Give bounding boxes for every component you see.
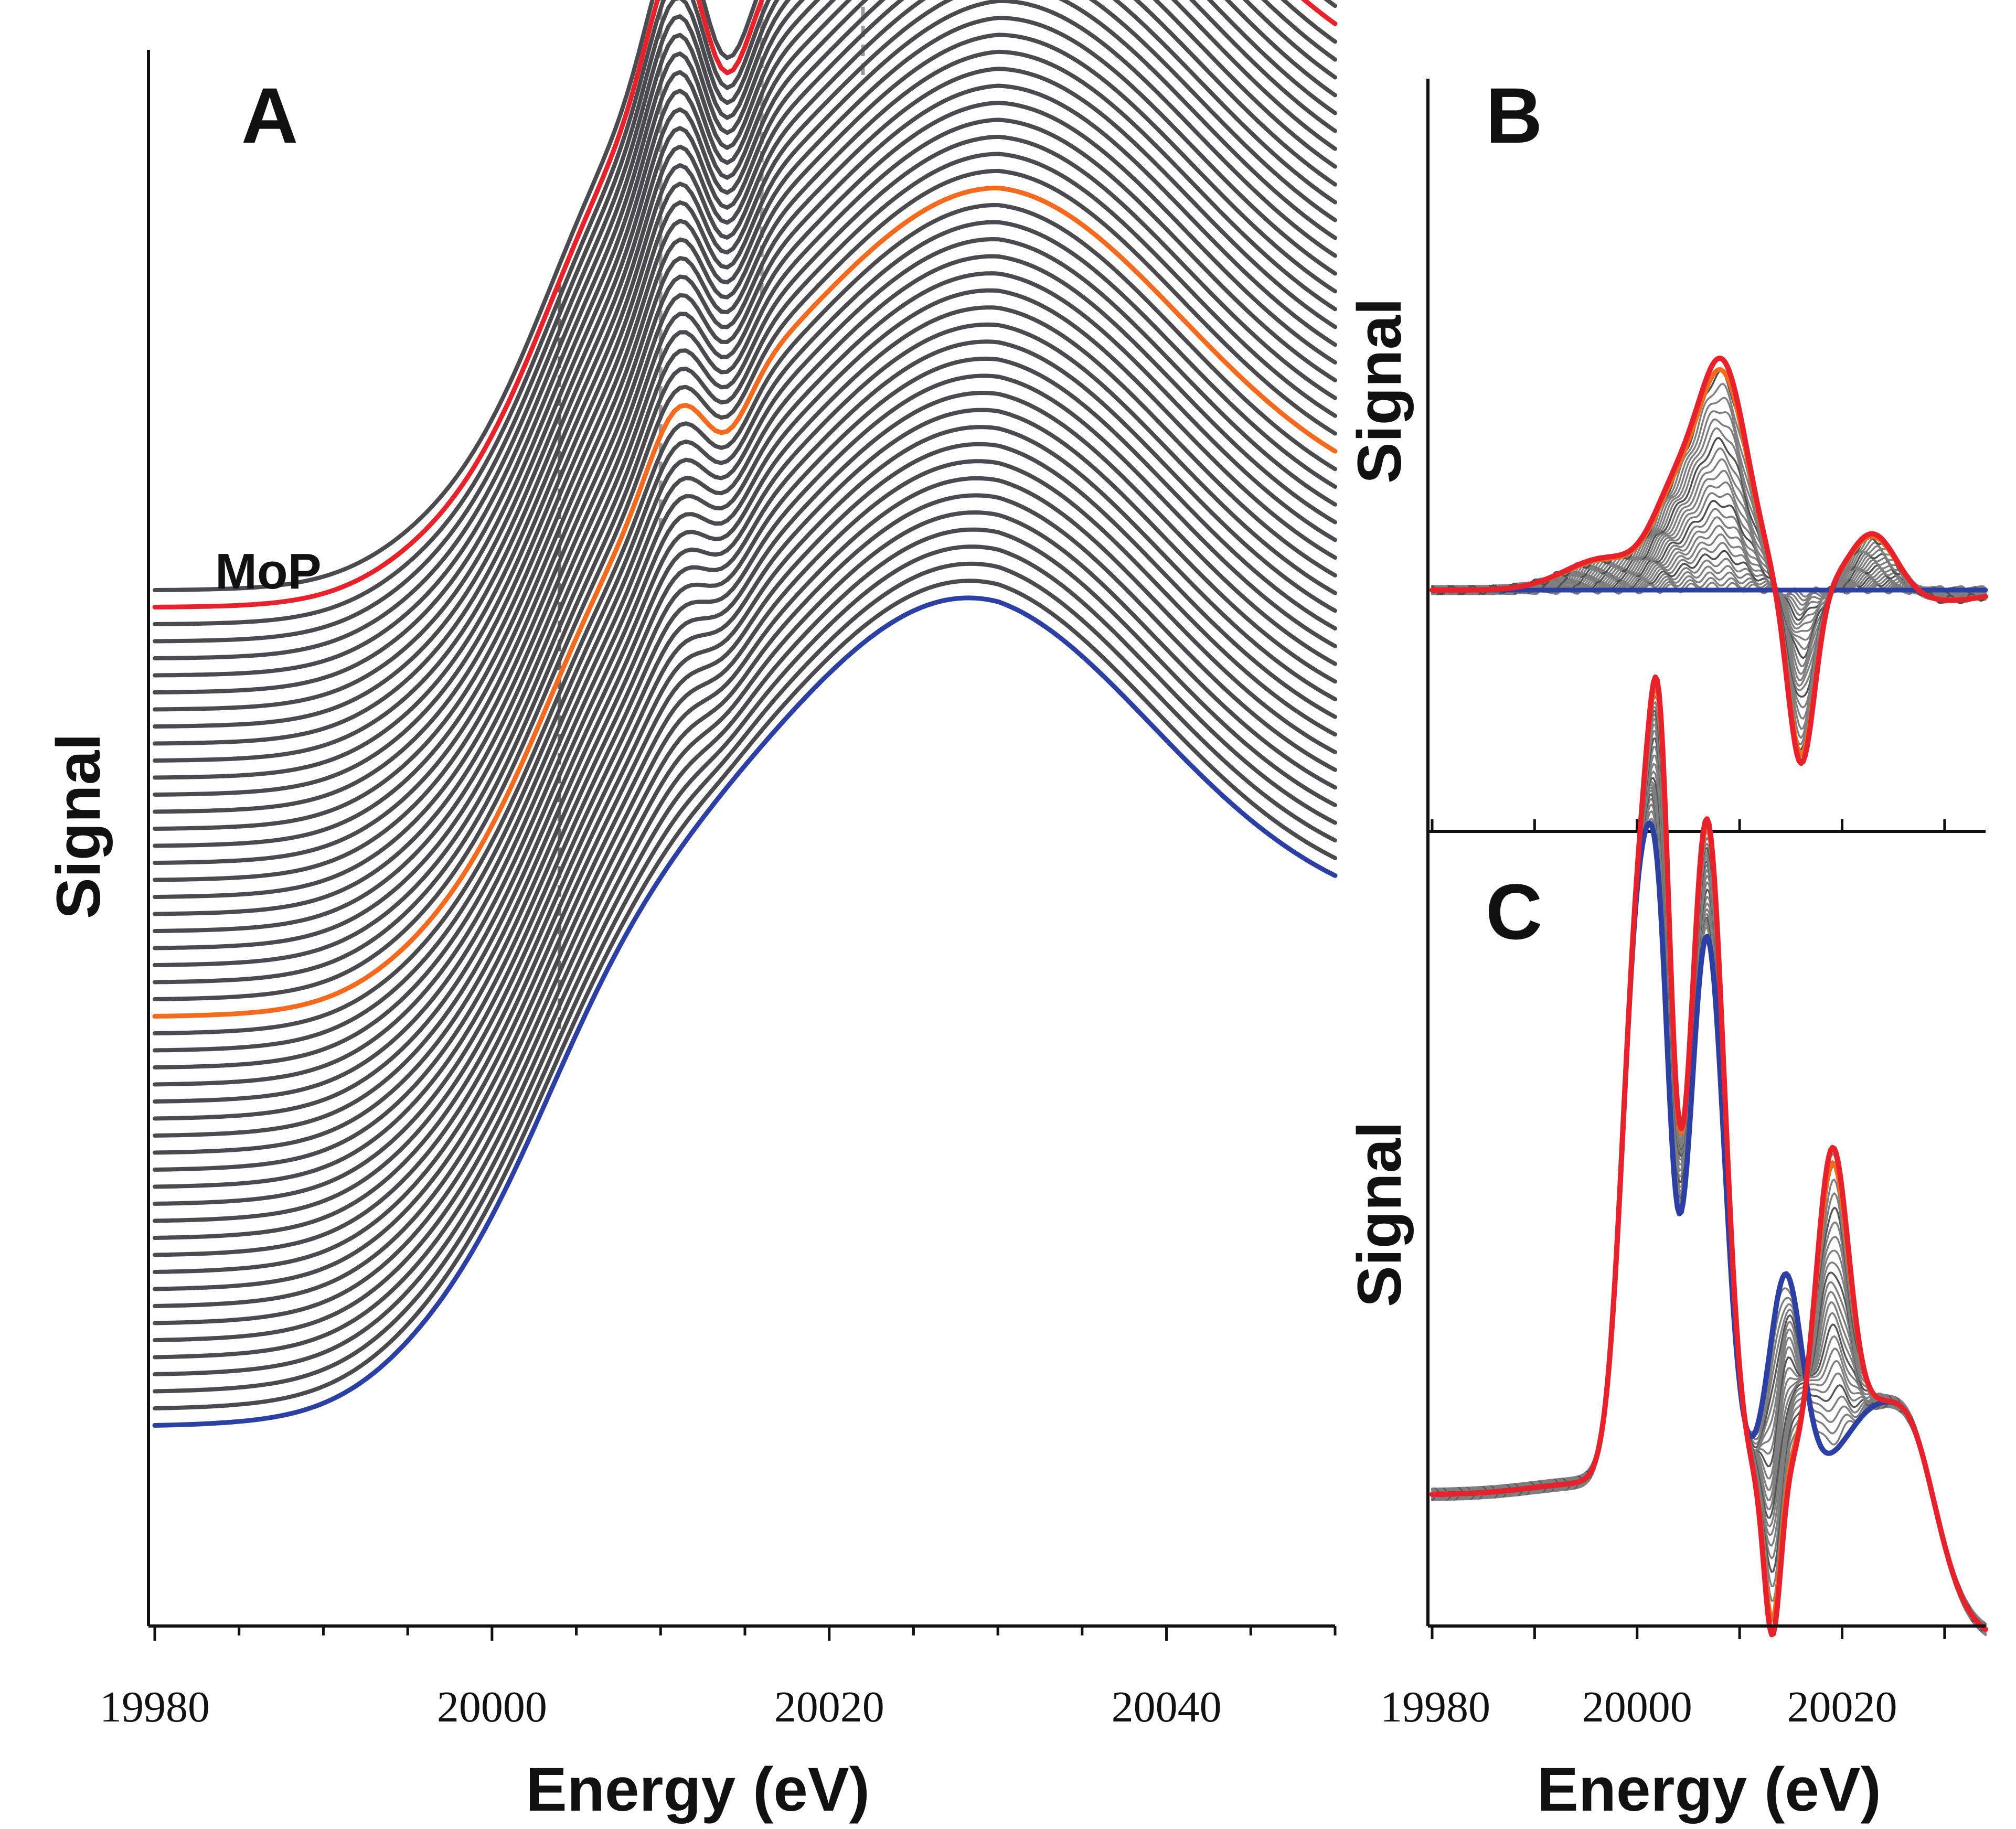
panel-b-y-axis-title: Signal: [1345, 298, 1414, 484]
panel-b-axes: [1426, 79, 1986, 833]
spectrum-trace: [153, 579, 1337, 1410]
spectrum-trace: [153, 0, 1337, 746]
spectrum-trace: [153, 339, 1337, 1172]
panel-c-x-tick-label: 20000: [1582, 1683, 1692, 1731]
panel-c-y-axis-title: Signal: [1345, 1121, 1414, 1307]
spectrum-trace: [153, 305, 1337, 1138]
spectrum-trace: [153, 254, 1337, 1087]
spectrum-trace: [153, 33, 1337, 865]
spectrum-trace: [153, 510, 1337, 1342]
spectrum-trace: [153, 49, 1337, 882]
panel-b-traces: [1430, 355, 1988, 766]
spectrum-trace: [153, 0, 1337, 694]
panel-c-axes: 19980 20000 20020: [1380, 831, 1986, 1731]
panel-a-letter: A: [241, 71, 298, 159]
spectrum-trace: [153, 0, 1337, 626]
spectrum-trace: [153, 425, 1337, 1257]
spectrum-trace: [153, 408, 1337, 1240]
spectrum-trace: [153, 0, 1337, 797]
panel-c: 19980 20000 20020 C Signal Energy (eV): [1345, 674, 1988, 1824]
spectrum-trace: [153, 67, 1337, 899]
intermediate-trace: [1431, 383, 1987, 745]
panel-c-x-tick-label: 19980: [1380, 1683, 1490, 1731]
spectrum-trace: [153, 0, 1337, 729]
spectrum-trace: [153, 322, 1337, 1155]
panel-c-x-tick-label: 20020: [1787, 1683, 1897, 1731]
panel-a-y-axis-title: Signal: [44, 733, 113, 919]
spectrum-trace: [153, 168, 1337, 1001]
spectrum-trace: [153, 237, 1337, 1069]
panel-c-traces: [1430, 674, 1988, 1638]
panel-bc-x-axis-title: Energy (eV): [1537, 1755, 1881, 1824]
spectrum-trace: [153, 0, 1337, 814]
spectrum-trace: [153, 117, 1337, 950]
spectrum-trace: [153, 83, 1337, 916]
spectrum-trace: [153, 544, 1337, 1376]
highlight-trace: [152, 595, 1338, 1428]
highlight-trace: [152, 186, 1338, 1019]
panel-a-x-tick-label: 20000: [437, 1683, 547, 1731]
spectrum-trace: [153, 0, 1337, 831]
highlight-trace: [152, 0, 1338, 609]
spectrum-trace: [153, 0, 1337, 644]
final-trace: [1430, 355, 1988, 766]
spectrum-trace: [153, 101, 1337, 933]
spectrum-trace: [153, 220, 1337, 1053]
panel-b-letter: B: [1486, 71, 1542, 159]
spectrum-trace: [153, 373, 1337, 1206]
spectrum-trace: [153, 0, 1337, 660]
spectrum-trace: [153, 527, 1337, 1360]
panel-a-x-tick-label: 20020: [774, 1683, 884, 1731]
mop-annotation: MoP: [215, 543, 322, 600]
panel-a: 19980 20000 20020 20040 A MoP Signal Energy…: [44, 0, 1338, 1824]
spectrum-trace: [153, 0, 1337, 712]
spectrum-trace: [153, 391, 1337, 1223]
spectrum-trace: [153, 152, 1337, 985]
spectrum-trace: [153, 271, 1337, 1104]
spectrum-trace: [153, 356, 1337, 1189]
panel-a-x-tick-label: 20040: [1112, 1683, 1222, 1731]
spectrum-trace: [153, 459, 1337, 1291]
spectrum-trace: [153, 288, 1337, 1121]
spectrum-trace: [153, 134, 1337, 967]
spectrum-trace: [153, 442, 1337, 1274]
spectrum-trace: [153, 561, 1337, 1394]
spectrum-trace: [153, 0, 1337, 780]
panel-a-x-axis-title: Energy (eV): [526, 1755, 870, 1824]
panel-c-letter: C: [1486, 868, 1542, 956]
spectrum-trace: [153, 493, 1337, 1325]
panel-a-axes: 19980 20000 20020 20040: [100, 50, 1337, 1731]
spectrum-trace: [153, 476, 1337, 1308]
spectrum-trace: [153, 16, 1337, 848]
spectrum-trace: [153, 0, 1337, 763]
panel-a-traces: [152, 0, 1338, 1428]
panel-a-x-tick-label: 19980: [100, 1683, 210, 1731]
spectrum-trace: [153, 0, 1337, 592]
spectrum-trace: [153, 203, 1337, 1035]
final-trace: [1430, 674, 1988, 1638]
spectrum-trace: [153, 0, 1337, 678]
panel-b: B Signal: [1345, 71, 1988, 833]
